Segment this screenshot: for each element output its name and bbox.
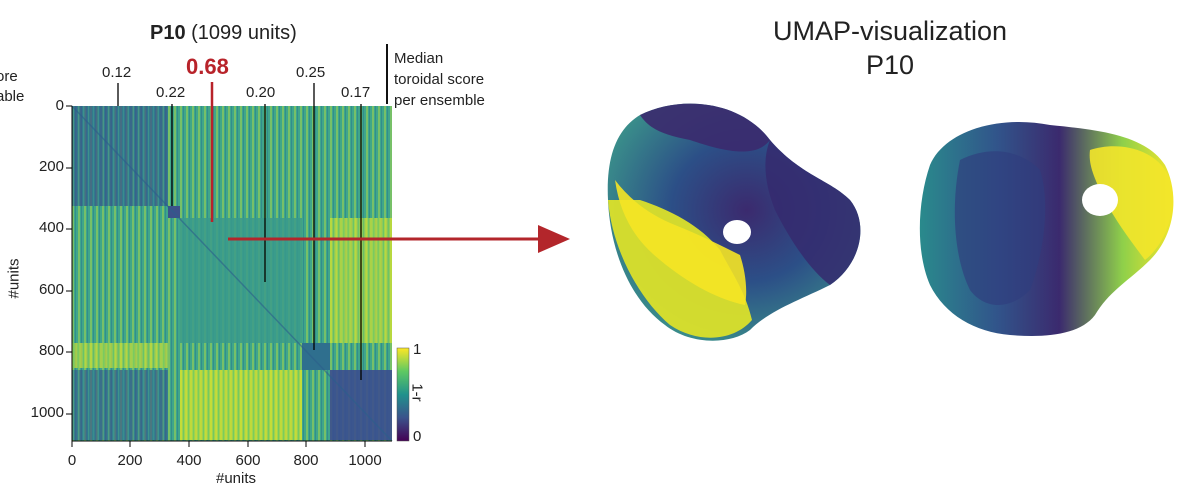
- x-axis-label: #units: [216, 470, 257, 487]
- median-score-label: Median toroidal score per ensemble: [394, 48, 485, 111]
- ensemble-score-4: 0.20: [246, 84, 276, 101]
- title-rest: (1099 units): [185, 22, 297, 44]
- heatmap: [71, 105, 393, 442]
- ensemble-score-3-highlight: 0.68: [186, 54, 229, 79]
- x-tick-1000: 1000: [348, 452, 382, 469]
- colorbar: [396, 347, 410, 442]
- heatmap-axes: [66, 105, 392, 447]
- y-tick-800: 800: [38, 342, 64, 359]
- x-tick-400: 400: [176, 452, 202, 469]
- x-tick-600: 600: [235, 452, 261, 469]
- y-tick-200: 200: [38, 158, 64, 175]
- median-score-label-line1: Median: [394, 50, 444, 67]
- umap-blob-left: [607, 103, 861, 341]
- umap-title-line2: P10: [865, 50, 915, 80]
- x-tick-800: 800: [293, 452, 319, 469]
- red-arrow: [228, 225, 570, 253]
- colorbar-max-label: 1: [413, 341, 422, 358]
- median-score-label-line2: toroidal score: [394, 71, 485, 88]
- partial-label-line1: ore: [0, 68, 18, 85]
- y-tick-1000: 1000: [30, 404, 64, 421]
- x-tick-200: 200: [117, 452, 143, 469]
- heatmap-title: P10 (1099 units): [150, 22, 297, 45]
- x-tick-0: 0: [67, 452, 77, 469]
- y-tick-600: 600: [38, 281, 64, 298]
- y-tick-400: 400: [38, 219, 64, 236]
- ensemble-markers: [117, 83, 362, 380]
- side-label-bar: [386, 44, 388, 104]
- colorbar-min-label: 0: [413, 428, 422, 445]
- ensemble-score-6: 0.17: [341, 84, 371, 101]
- title-bold: P10: [150, 22, 186, 44]
- partial-label-line2: able: [0, 88, 25, 105]
- umap-blob-right: [919, 121, 1174, 336]
- y-tick-0: 0: [55, 97, 64, 114]
- umap-title-line1: UMAP-visualization: [772, 16, 1008, 46]
- median-score-label-line3: per ensemble: [394, 92, 485, 109]
- ensemble-score-1: 0.12: [102, 64, 132, 81]
- umap-title: UMAP-visualization P10: [740, 14, 1040, 82]
- ensemble-score-2: 0.22: [156, 84, 186, 101]
- ensemble-score-5: 0.25: [296, 64, 326, 81]
